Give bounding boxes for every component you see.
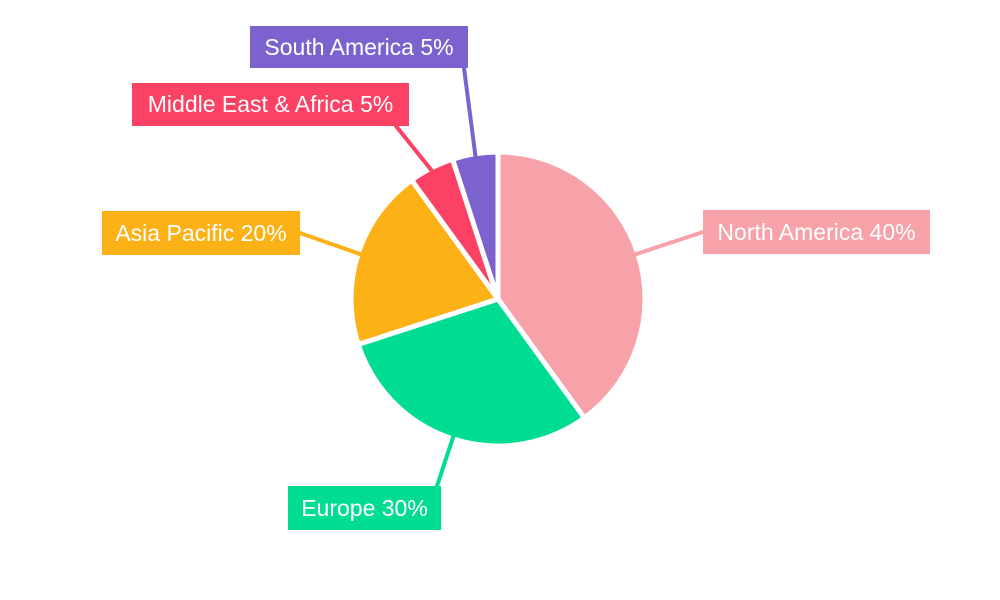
leader-line-north-america <box>630 230 705 258</box>
leader-line-asia-pacific <box>298 231 366 258</box>
leader-line-europe <box>435 431 457 488</box>
leader-line-south-america <box>462 66 478 162</box>
leader-line-middle-east-africa <box>394 124 436 176</box>
